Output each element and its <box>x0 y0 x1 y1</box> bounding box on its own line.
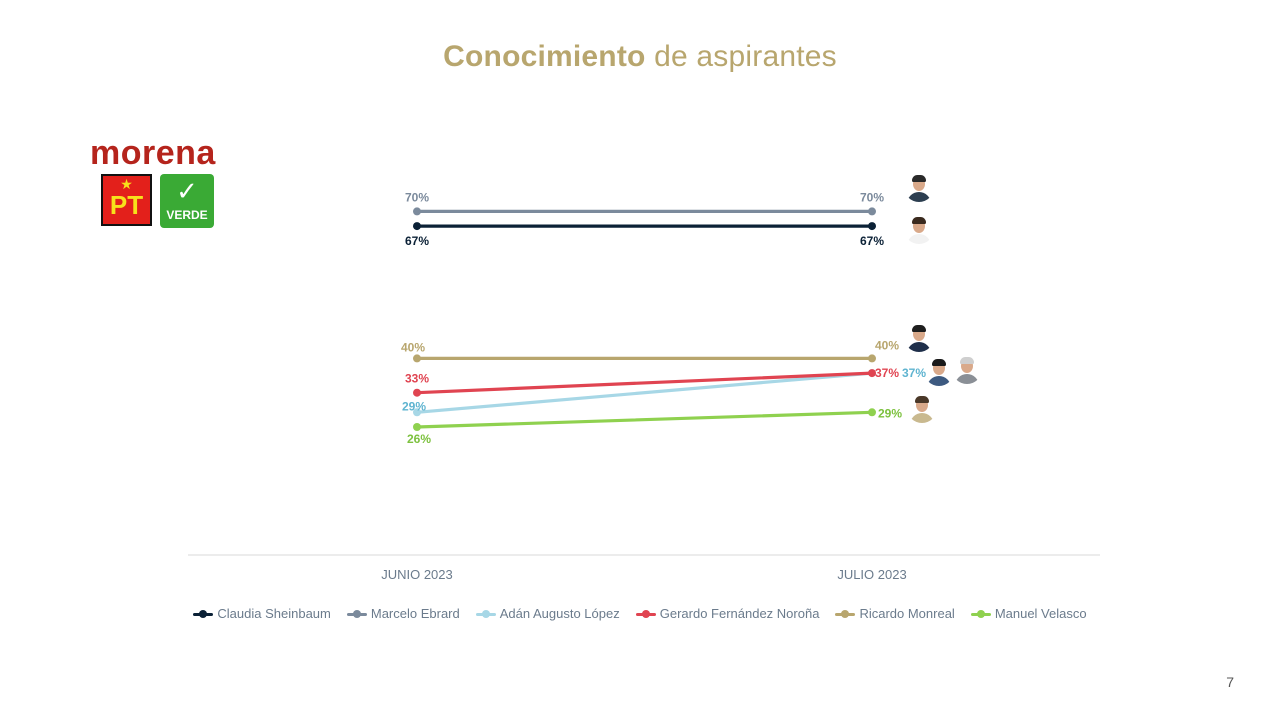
adan-augusto-lopez-photo <box>924 356 954 386</box>
legend-label: Adán Augusto López <box>499 606 620 621</box>
data-point <box>413 222 421 231</box>
data-point <box>413 354 421 363</box>
verde-logo-text: VERDE <box>166 208 208 222</box>
data-point <box>868 207 876 216</box>
data-point <box>413 408 421 417</box>
legend-swatch <box>970 609 991 619</box>
legend-label: Gerardo Fernández Noroña <box>659 606 820 621</box>
data-label: 40% <box>401 340 425 354</box>
legend-item: Ricardo Monreal <box>835 606 955 621</box>
data-label: 40% <box>875 338 899 352</box>
legend-item: Manuel Velasco <box>970 606 1087 621</box>
legend-swatch <box>346 609 367 619</box>
legend-swatch <box>193 609 214 619</box>
line-chart: JUNIO 2023 JULIO 2023 67% 67% 70% 70% 29% 37% 33… <box>188 190 1100 582</box>
page-number: 7 <box>1226 674 1234 690</box>
claudia-sheinbaum-photo <box>904 214 934 244</box>
data-label: 29% <box>878 406 902 420</box>
x-tick-label: JULIO 2023 <box>837 567 906 582</box>
pt-star-icon: ★ <box>120 176 133 192</box>
legend-swatch <box>835 609 856 619</box>
ricardo-monreal-photo <box>904 322 934 352</box>
manuel-velasco-photo <box>907 393 937 423</box>
verde-logo: ✓ VERDE <box>160 174 214 228</box>
series-line <box>415 371 874 395</box>
data-label: 70% <box>860 190 884 204</box>
legend-item: Gerardo Fernández Noroña <box>635 606 820 621</box>
legend-label: Manuel Velasco <box>994 606 1087 621</box>
data-point <box>413 207 421 216</box>
data-label: 29% <box>402 399 426 413</box>
data-point <box>868 222 876 231</box>
x-tick-label: JUNIO 2023 <box>381 567 453 582</box>
legend-swatch <box>475 609 496 619</box>
series-line <box>415 410 874 429</box>
data-label: 67% <box>860 234 884 248</box>
series-line <box>415 371 874 414</box>
legend-label: Marcelo Ebrard <box>370 606 460 621</box>
data-label: 37% <box>875 366 899 380</box>
party-logos: morena ★ PT ✓ VERDE <box>88 134 228 234</box>
marcelo-ebrard-photo <box>904 172 934 202</box>
title-bold-text: Conocimiento <box>443 40 646 73</box>
title-rest-text: de aspirantes <box>654 40 837 73</box>
data-label: 26% <box>407 432 431 446</box>
pt-logo-text: PT <box>109 190 144 220</box>
data-point <box>868 408 876 417</box>
pt-logo: ★ PT <box>101 174 152 226</box>
gerardo-fernandez-norona-photo <box>952 354 982 384</box>
data-label: 37% <box>902 366 926 380</box>
legend-label: Claudia Sheinbaum <box>217 606 331 621</box>
data-point <box>413 388 421 397</box>
data-point <box>868 369 876 378</box>
data-label: 33% <box>405 372 429 386</box>
chart-legend: Claudia Sheinbaum Marcelo Ebrard Adán Augu… <box>0 606 1280 621</box>
data-point <box>868 354 876 363</box>
morena-logo: morena <box>90 134 216 172</box>
legend-item: Adán Augusto López <box>475 606 620 621</box>
data-point <box>413 423 421 431</box>
data-label: 70% <box>405 190 429 204</box>
legend-item: Marcelo Ebrard <box>346 606 460 621</box>
legend-item: Claudia Sheinbaum <box>193 606 331 621</box>
data-label: 67% <box>405 234 429 248</box>
legend-swatch <box>635 609 656 619</box>
verde-check-icon: ✓ <box>176 176 198 206</box>
slide-title: Conocimiento de aspirantes <box>0 40 1280 74</box>
legend-label: Ricardo Monreal <box>859 606 955 621</box>
